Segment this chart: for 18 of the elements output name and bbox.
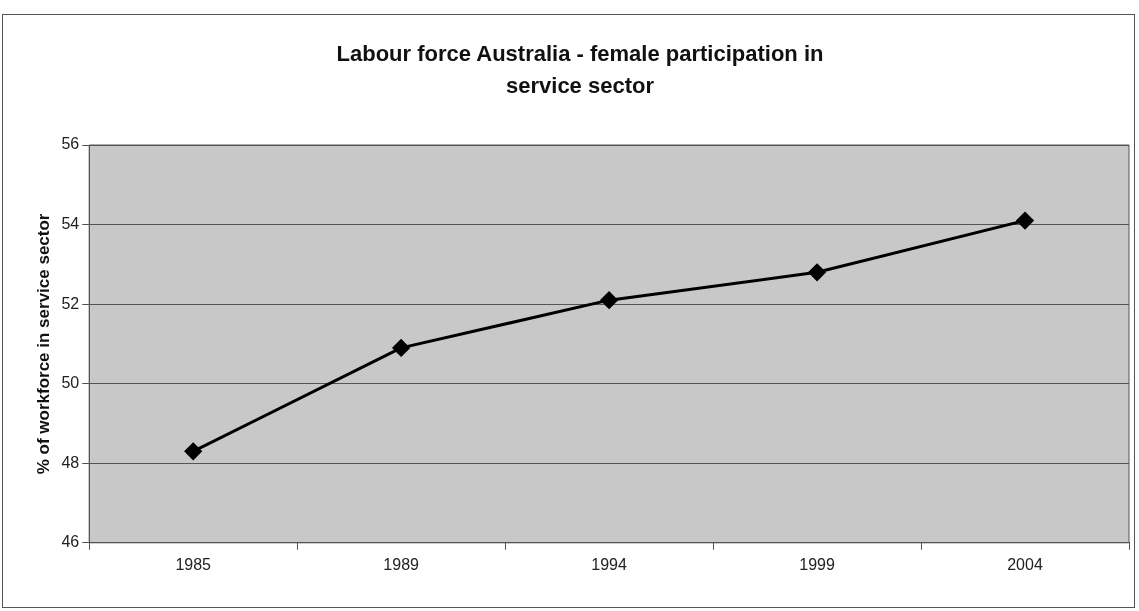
y-tick-label: 48 — [61, 453, 80, 471]
y-tick-label: 56 — [61, 135, 80, 153]
y-axis-title: % of workforce in service sector — [33, 213, 53, 475]
y-tick-label: 50 — [61, 374, 80, 392]
x-tick-label: 1994 — [591, 555, 627, 573]
y-tick-label: 54 — [61, 214, 80, 232]
x-tick-label: 2004 — [1007, 555, 1043, 573]
x-tick-label: 1985 — [175, 555, 212, 573]
point — [808, 263, 826, 281]
y-tick-label: 52 — [61, 294, 80, 312]
point — [1016, 212, 1034, 230]
chart-title: Labour force Australia - female participation in service sector — [335, 40, 825, 100]
point — [600, 291, 618, 309]
x-tick-label: 1989 — [383, 555, 420, 573]
y-tick-label: 46 — [61, 533, 80, 551]
x-tick-label: 1999 — [799, 555, 835, 573]
point — [392, 339, 410, 357]
point — [184, 442, 202, 460]
